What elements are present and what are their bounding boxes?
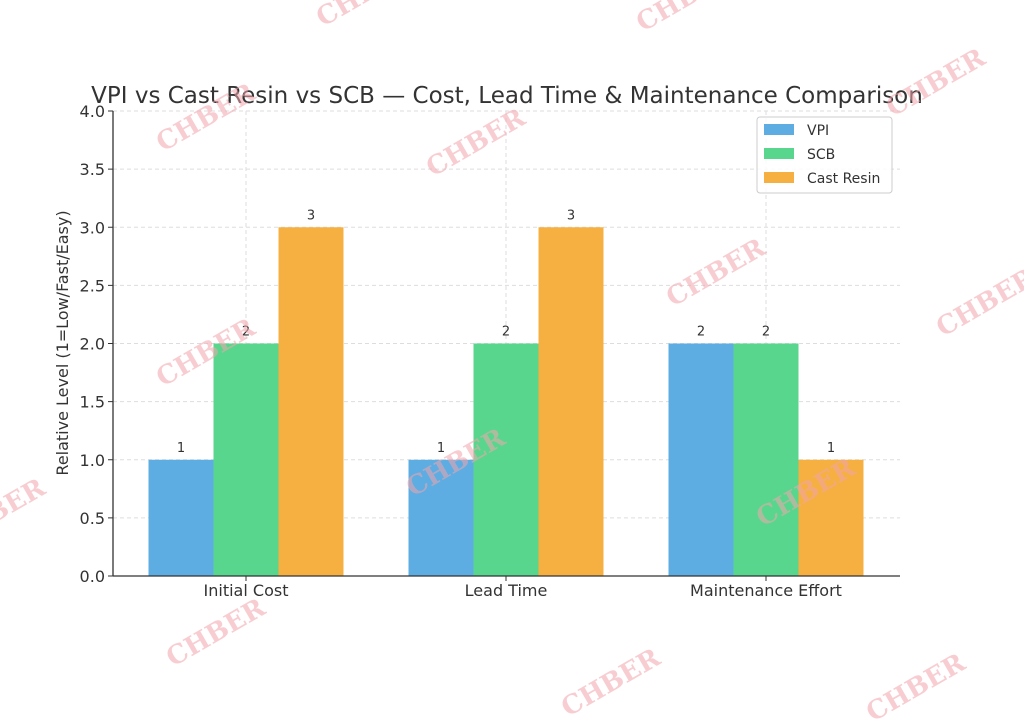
y-tick-label: 2.5 <box>80 276 105 295</box>
bar-scb <box>733 343 799 576</box>
legend-label: VPI <box>807 123 829 139</box>
watermark: CHBER <box>661 233 770 314</box>
bar-cast-resin <box>798 459 864 576</box>
data-label: 2 <box>502 325 510 340</box>
watermark: CHBER <box>931 263 1024 344</box>
legend: VPI SCB Cast Resin <box>756 116 893 194</box>
bars: 1 1 2 2 2 2 3 3 1 <box>148 208 864 576</box>
watermark: CHBER <box>421 103 530 184</box>
watermark: CHBER <box>631 0 740 38</box>
watermark: CHBER <box>0 473 51 554</box>
bar-scb <box>213 343 279 576</box>
x-tick-label: Initial Cost <box>204 581 289 600</box>
y-tick-label: 3.5 <box>80 160 105 179</box>
y-tick-label: 3.0 <box>80 218 105 237</box>
legend-swatch <box>764 124 794 135</box>
y-tick-label: 2.0 <box>80 335 105 354</box>
data-label: 1 <box>437 441 445 456</box>
y-tick-label: 0.0 <box>80 567 105 586</box>
bar-scb <box>473 343 539 576</box>
legend-swatch <box>764 172 794 183</box>
bar-cast-resin <box>278 227 344 576</box>
axes: 0.0 0.5 1.0 1.5 2.0 2.5 3.0 3.5 4.0 Initial Cost L… <box>80 102 900 600</box>
bar-vpi <box>668 343 734 576</box>
x-tick-label: Maintenance Effort <box>690 581 842 600</box>
watermark: CHBER <box>311 0 420 33</box>
data-label: 2 <box>762 325 770 340</box>
chart-title: VPI vs Cast Resin vs SCB — Cost, Lead Ti… <box>91 83 923 109</box>
watermark: CHBER <box>556 643 665 724</box>
y-tick-label: 4.0 <box>80 102 105 121</box>
data-label: 1 <box>177 441 185 456</box>
data-label: 2 <box>697 325 705 340</box>
bar-vpi <box>148 459 214 576</box>
y-tick-label: 1.5 <box>80 393 105 412</box>
legend-label: SCB <box>807 147 835 163</box>
y-tick-label: 1.0 <box>80 451 105 470</box>
watermark: CHBER <box>861 648 970 724</box>
data-label: 1 <box>827 441 835 456</box>
data-label: 3 <box>567 208 575 223</box>
y-tick-label: 0.5 <box>80 509 105 528</box>
bar-vpi <box>408 459 474 576</box>
data-label: 3 <box>307 208 315 223</box>
data-label: 2 <box>242 325 250 340</box>
y-axis-label: Relative Level (1=Low/Fast/Easy) <box>53 210 72 475</box>
legend-swatch <box>764 148 794 159</box>
x-tick-label: Lead Time <box>465 581 548 600</box>
bar-cast-resin <box>538 227 604 576</box>
legend-label: Cast Resin <box>807 171 880 187</box>
watermark: CHBER <box>161 593 270 674</box>
